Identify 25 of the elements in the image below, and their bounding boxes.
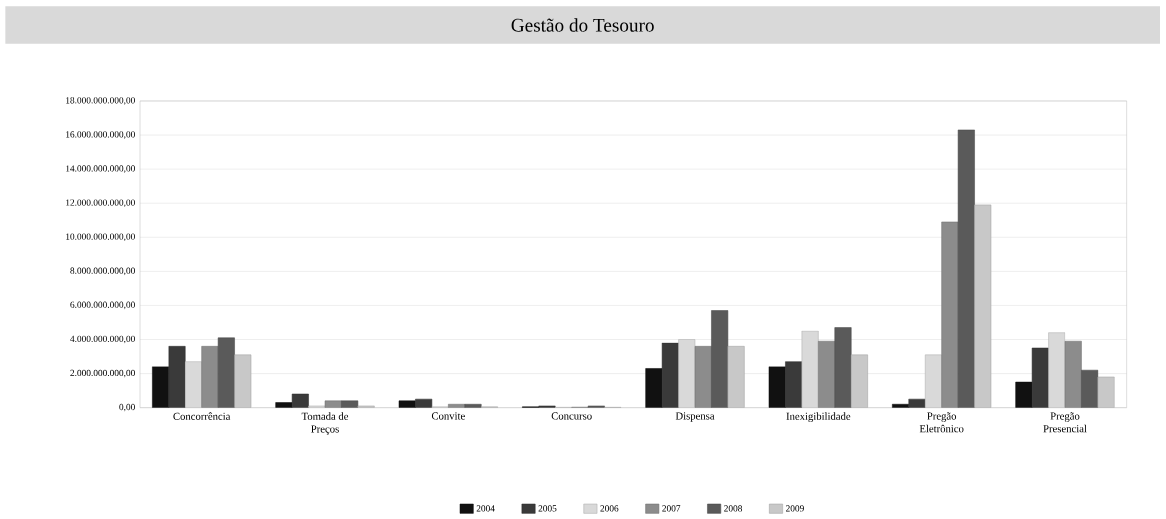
y-tick-label: 0,00 <box>119 403 135 412</box>
y-tick-label: 12.000.000.000,00 <box>66 199 135 208</box>
y-tick-label: 4.000.000.000,00 <box>70 335 135 344</box>
x-tick-label: Tomada de Preços <box>301 412 349 435</box>
x-tick-label: Pregão Presencial <box>1043 412 1087 433</box>
x-tick-label: Concurso <box>551 412 592 420</box>
legend-label: 2006 <box>600 505 619 512</box>
chart-title: Gestão do Tesouro <box>511 18 654 32</box>
legend-label: 2009 <box>786 505 804 512</box>
x-tick-label: Convite <box>431 412 465 420</box>
x-tick-label: Concorrência <box>173 412 231 420</box>
y-tick-label: 8.000.000.000,00 <box>70 267 135 276</box>
y-tick-label: 14.000.000.000,00 <box>66 165 135 174</box>
legend-label: 2008 <box>724 505 743 512</box>
legend-label: 2007 <box>662 505 681 512</box>
x-tick-label: Pregão Eletrônico <box>919 412 964 433</box>
y-tick-label: 18.000.000.000,00 <box>66 97 135 105</box>
legend-label: 2005 <box>538 505 557 512</box>
y-tick-label: 10.000.000.000,00 <box>66 233 135 242</box>
y-tick-label: 6.000.000.000,00 <box>70 301 135 310</box>
legend-label: 2004 <box>476 505 495 512</box>
x-tick-label: Dispensa <box>675 412 715 422</box>
y-tick-label: 2.000.000.000,00 <box>70 369 135 378</box>
x-tick-label: Inexigibilidade <box>786 412 851 423</box>
y-tick-label: 16.000.000.000,00 <box>66 131 135 139</box>
